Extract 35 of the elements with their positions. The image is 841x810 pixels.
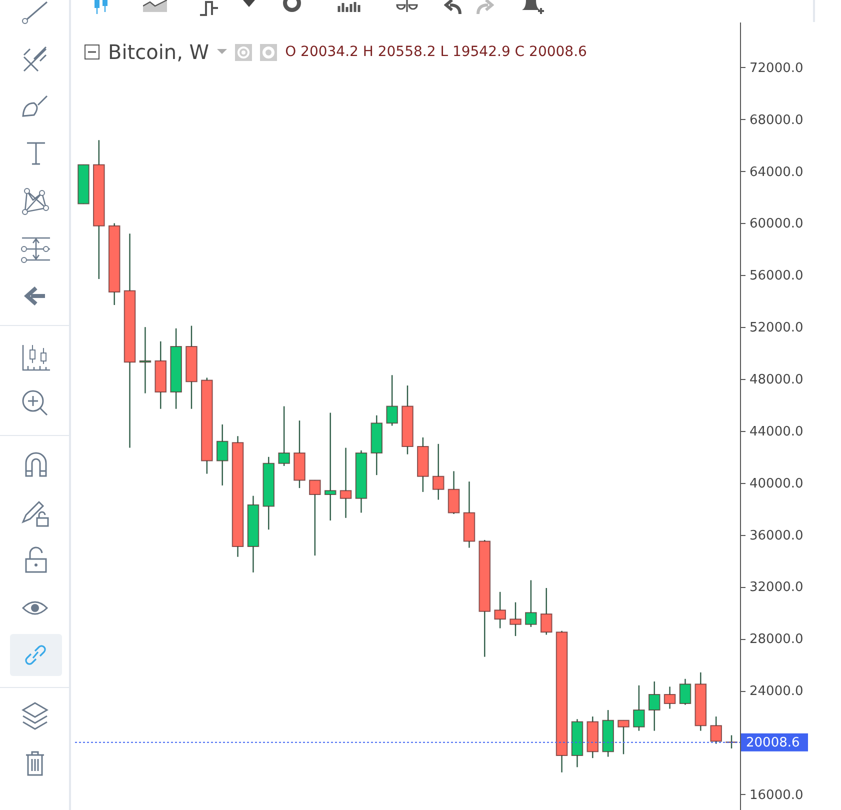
y-tick-label: 36000.0	[750, 528, 804, 544]
candlestick	[324, 412, 336, 522]
candlestick	[664, 686, 676, 710]
y-tick-label: 24000.0	[750, 684, 804, 700]
y-tick-label: 44000.0	[750, 424, 804, 440]
candlestick	[340, 447, 352, 519]
candlestick	[309, 480, 321, 556]
candlestick	[633, 684, 645, 732]
candlestick	[432, 443, 444, 500]
candlestick	[216, 424, 228, 486]
text: Bitcoin, W	[108, 40, 210, 64]
candlestick	[710, 716, 722, 744]
ref-line-label: 20008.6	[746, 735, 800, 750]
candlestick	[525, 580, 537, 628]
y-tick-label: 16000.0	[750, 788, 804, 803]
candlestick	[648, 680, 660, 732]
y-tick-label: 52000.0	[750, 320, 804, 336]
y-tick-label: 56000.0	[750, 268, 804, 284]
candlestick	[278, 406, 290, 467]
y-tick-label: 64000.0	[750, 164, 804, 180]
y-tick-label: 72000.0	[750, 60, 804, 76]
candlestick	[679, 678, 692, 706]
y-tick-label: 28000.0	[750, 632, 804, 648]
candlestick	[510, 602, 522, 637]
candlestick	[540, 587, 552, 636]
y-tick-label: 32000.0	[750, 580, 804, 596]
candlestick	[618, 720, 630, 755]
text: O 20034.2 H 20558.2 L 19542.9 C 20008.6	[285, 44, 587, 60]
y-tick-label: 40000.0	[750, 476, 804, 492]
y-tick-label: 48000.0	[750, 372, 804, 388]
y-tick-label: 68000.0	[750, 112, 804, 128]
candlestick	[448, 470, 460, 515]
candlestick	[494, 591, 506, 629]
y-tick-label: 60000.0	[750, 216, 804, 232]
candlestick	[386, 374, 398, 426]
